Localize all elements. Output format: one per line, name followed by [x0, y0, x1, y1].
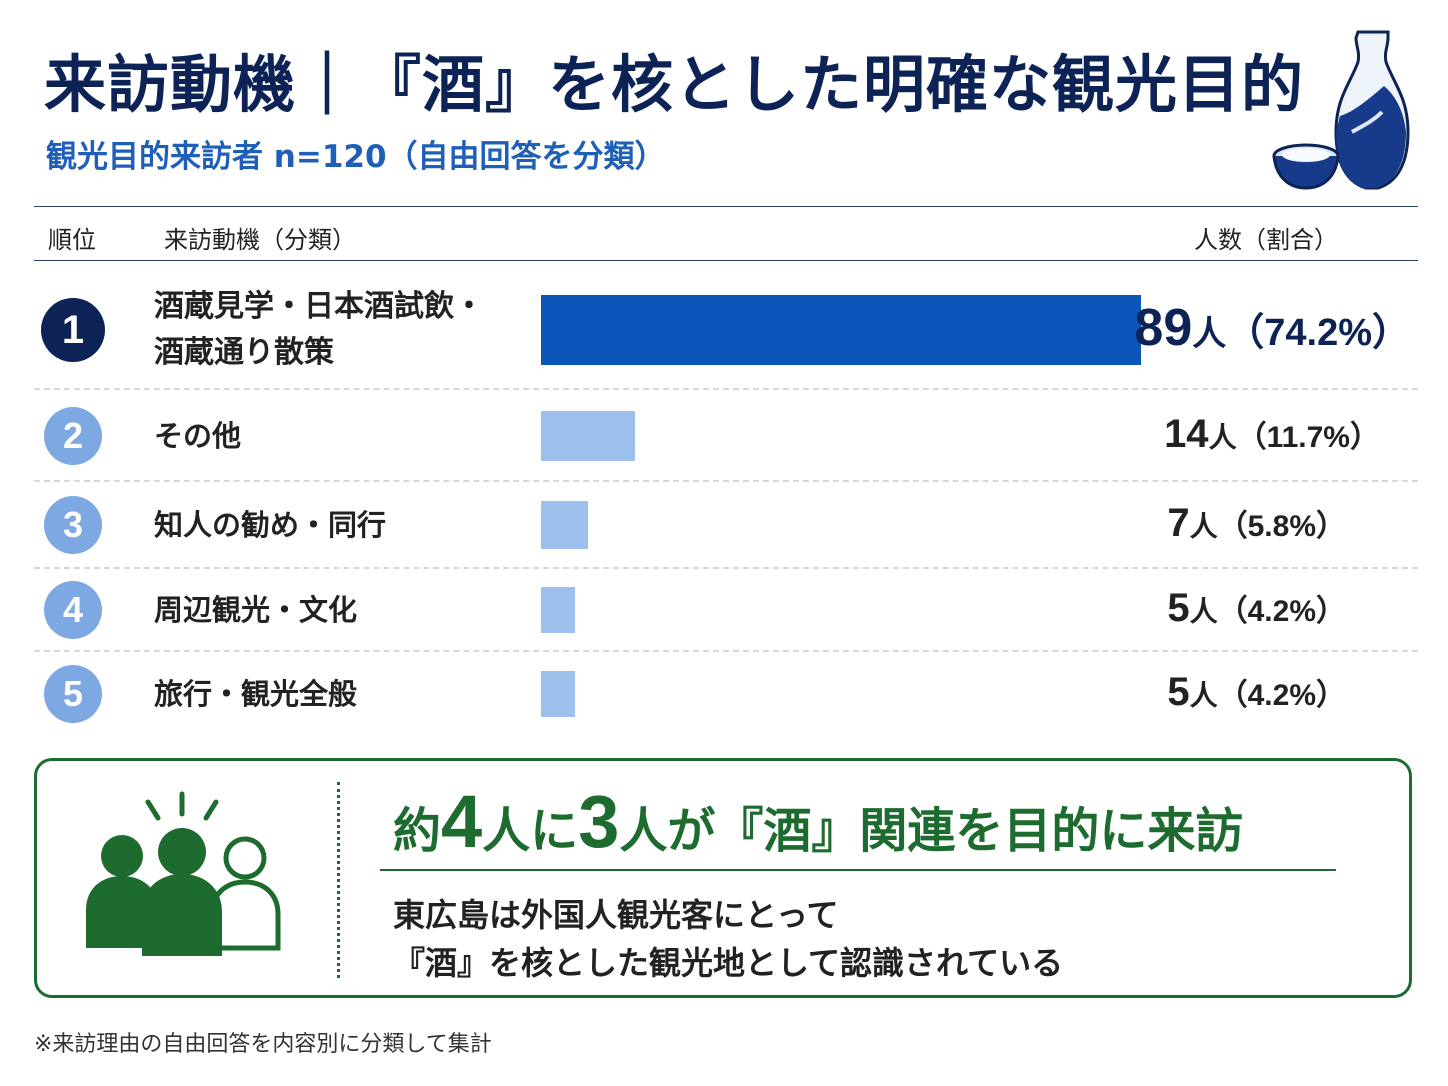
value-unit: 人 [1189, 679, 1218, 712]
category-label: 酒蔵見学・日本酒試飲・ 酒蔵通り散策 [154, 284, 484, 376]
callout-body-line: 東広島は外国人観光客にとって [393, 896, 839, 934]
header-count: 人数（割合） [1194, 226, 1338, 254]
row-separator [34, 567, 1418, 569]
callout-headline: 約4人に3人が『酒』関連を目的に来訪 [393, 782, 1243, 871]
headline-part: 人に [482, 803, 579, 859]
category-label-line: 周辺観光・文化 [154, 593, 358, 627]
category-label-line: 酒蔵通り散策 [154, 335, 334, 370]
rank-badge: 4 [44, 581, 102, 639]
value-count: 89 [1134, 299, 1193, 357]
value-label: 14人（11.7%） [1164, 412, 1380, 457]
rank-badge: 5 [44, 665, 102, 723]
header-bottom-rule [34, 260, 1418, 261]
category-label-line: 酒蔵見学・日本酒試飲・ [154, 289, 484, 324]
category-label: 周辺観光・文化 [154, 587, 357, 633]
value-count: 5 [1167, 670, 1190, 714]
value-unit: 人 [1189, 510, 1218, 543]
row-separator [34, 388, 1418, 390]
headline-number: 4 [441, 780, 483, 863]
bar [541, 671, 575, 717]
category-label: その他 [154, 413, 241, 459]
row-separator [34, 480, 1418, 482]
summary-callout [34, 758, 1412, 998]
category-label-line: 旅行・観光全般 [154, 677, 358, 711]
category-label: 知人の勧め・同行 [154, 502, 386, 548]
headline-part: 約 [393, 803, 442, 859]
bar [541, 411, 635, 461]
value-percent: （5.8%） [1217, 510, 1346, 543]
value-percent: （11.7%） [1236, 421, 1380, 454]
value-percent: （4.2%） [1217, 679, 1346, 712]
value-unit: 人 [1192, 314, 1227, 354]
page-subtitle: 観光目的来訪者 n=120（自由回答を分類） [46, 139, 666, 175]
category-label-line: その他 [154, 419, 242, 453]
bar [541, 295, 1141, 365]
rank-badge: 1 [41, 298, 105, 362]
rank-badge: 2 [44, 407, 102, 465]
headline-part: 人が『酒』関連を目的に来訪 [619, 803, 1244, 859]
value-label: 5人（4.2%） [1167, 670, 1346, 715]
footnote: ※来訪理由の自由回答を内容別に分類して集計 [34, 1032, 492, 1057]
value-unit: 人 [1208, 421, 1237, 454]
value-label: 7人（5.8%） [1167, 501, 1346, 546]
headline-underline [380, 869, 1336, 871]
value-unit: 人 [1189, 595, 1218, 628]
people-icon [86, 791, 281, 956]
category-label-line: 知人の勧め・同行 [154, 508, 387, 542]
callout-body-line: 『酒』を核とした観光地として認識されている [393, 944, 1064, 982]
value-label: 5人（4.2%） [1167, 586, 1346, 631]
header-motive: 来訪動機（分類） [164, 226, 356, 254]
value-percent: （4.2%） [1217, 595, 1346, 628]
value-count: 7 [1167, 501, 1190, 545]
header-rank: 順位 [48, 226, 96, 254]
category-label: 旅行・観光全般 [154, 671, 357, 717]
value-percent: （74.2%） [1226, 312, 1410, 354]
rank-badge: 3 [44, 496, 102, 554]
bar [541, 501, 588, 549]
sake-bottle-icon [1272, 30, 1410, 190]
callout-divider [337, 782, 340, 978]
value-count: 14 [1164, 412, 1209, 456]
header-top-rule [34, 206, 1418, 207]
row-separator [34, 650, 1418, 652]
headline-number: 3 [578, 780, 620, 863]
value-label: 89人（74.2%） [1134, 298, 1410, 358]
value-count: 5 [1167, 586, 1190, 630]
page-title: 来訪動機｜『酒』を核とした明確な観光目的 [44, 48, 1305, 121]
bar [541, 587, 575, 633]
